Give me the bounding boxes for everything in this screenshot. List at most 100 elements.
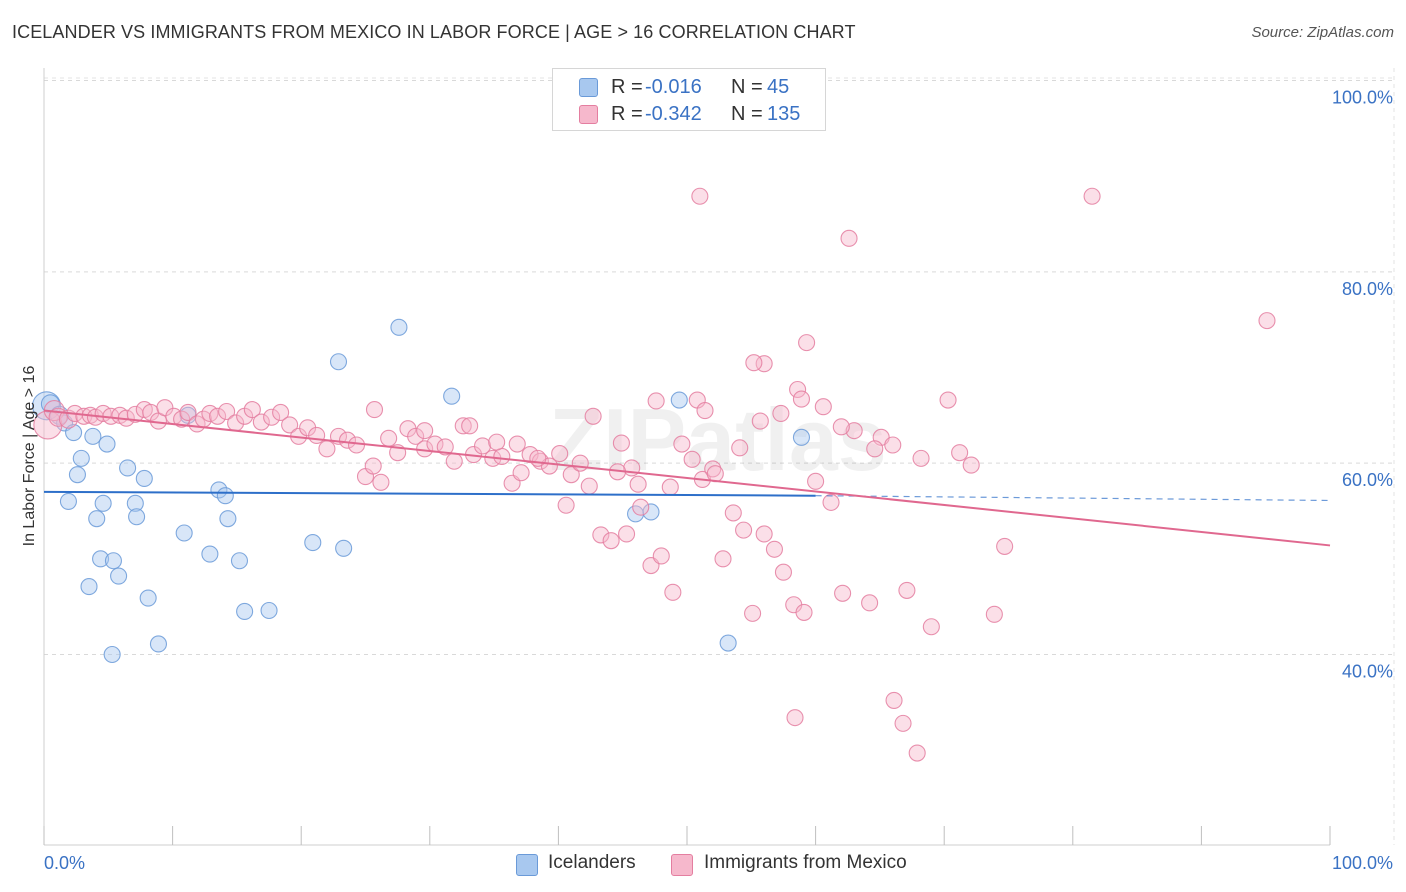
data-point: [493, 447, 511, 466]
data-point: [209, 407, 227, 425]
data-point: [98, 435, 116, 453]
data-point: [985, 605, 1003, 623]
data-point: [962, 456, 980, 474]
data-point: [696, 401, 714, 420]
data-point: [592, 526, 610, 544]
data-point: [454, 417, 472, 435]
data-point: [673, 435, 691, 453]
data-point: [774, 563, 793, 581]
data-point: [908, 744, 926, 762]
data-point: [745, 354, 763, 372]
data-point: [521, 446, 539, 464]
data-point: [88, 510, 106, 528]
data-point: [789, 380, 807, 399]
data-point: [128, 508, 146, 526]
data-point: [443, 387, 461, 405]
y-tick-label: 40.0%: [1342, 662, 1393, 682]
legend-n-label: N =: [731, 103, 763, 125]
data-point: [898, 581, 916, 599]
data-point: [68, 466, 86, 484]
data-point: [704, 460, 722, 478]
source-credit: Source: ZipAtlas.com: [1251, 24, 1394, 41]
data-point: [719, 634, 737, 652]
data-point: [119, 459, 137, 477]
series-swatch-mexico: [671, 854, 693, 876]
data-point: [281, 416, 299, 434]
data-point: [126, 494, 144, 512]
data-point: [175, 524, 193, 542]
data-point: [338, 431, 357, 449]
data-point: [508, 435, 526, 453]
data-point: [670, 391, 688, 409]
data-point: [216, 487, 234, 505]
data-point: [230, 552, 249, 570]
data-point: [436, 438, 454, 456]
y-tick-label: 60.0%: [1342, 470, 1393, 490]
data-point: [786, 709, 804, 727]
y-tick-labels: 40.0% 60.0% 80.0% 100.0%: [1332, 88, 1393, 682]
data-point: [584, 407, 602, 425]
data-point: [512, 464, 530, 482]
data-point: [416, 422, 434, 440]
data-point: [557, 496, 575, 514]
data-point: [372, 473, 390, 491]
data-point: [744, 604, 762, 622]
legend-n-label: N =: [731, 76, 763, 98]
data-point: [529, 449, 547, 467]
y-tick-label: 80.0%: [1342, 279, 1393, 299]
data-point: [580, 477, 598, 495]
data-point: [894, 714, 912, 732]
trend-line-extension: [815, 495, 1331, 502]
data-point: [304, 534, 322, 552]
data-point: [884, 436, 902, 454]
data-point: [840, 229, 858, 247]
data-point: [822, 493, 840, 511]
data-point: [80, 578, 98, 596]
data-point: [832, 418, 850, 436]
trend-line-mexico: [43, 409, 1331, 547]
data-point: [629, 475, 647, 493]
watermark: ZIPatlas: [549, 390, 886, 489]
data-point: [219, 510, 237, 528]
data-point: [765, 540, 783, 558]
data-point: [866, 440, 884, 458]
data-point: [365, 401, 384, 419]
data-point: [461, 417, 479, 435]
data-point: [243, 401, 261, 419]
data-point: [347, 436, 366, 454]
legend-swatch-mexico: [579, 105, 598, 124]
data-point: [58, 409, 78, 429]
data-point: [149, 635, 168, 653]
data-point: [407, 427, 425, 445]
data-point: [683, 450, 701, 468]
data-point: [201, 545, 219, 563]
series-swatch-icelanders: [516, 854, 538, 876]
data-point: [135, 469, 153, 488]
trend-line-icelanders: [43, 490, 816, 497]
data-point: [664, 583, 682, 601]
legend-n-value: 45: [767, 76, 790, 98]
data-point: [714, 550, 732, 568]
data-point: [792, 428, 811, 446]
data-point: [939, 391, 957, 409]
data-point: [110, 567, 128, 585]
data-point: [642, 503, 660, 521]
data-point: [845, 422, 863, 440]
data-point: [104, 552, 122, 570]
data-point: [94, 494, 112, 512]
data-point: [179, 403, 197, 422]
legend-r-label: R =: [611, 76, 643, 98]
data-point: [691, 187, 709, 205]
data-point: [103, 645, 121, 664]
data-point: [731, 439, 749, 457]
data-point: [612, 434, 630, 452]
data-point: [252, 413, 270, 431]
data-point: [139, 589, 157, 607]
data-point: [772, 404, 790, 422]
data-point: [380, 429, 398, 447]
data-point: [308, 426, 326, 444]
data-point: [1083, 187, 1101, 205]
correlation-legend: R = -0.016 N = 45 R = -0.342 N = 135: [552, 68, 826, 131]
data-point: [602, 532, 620, 550]
